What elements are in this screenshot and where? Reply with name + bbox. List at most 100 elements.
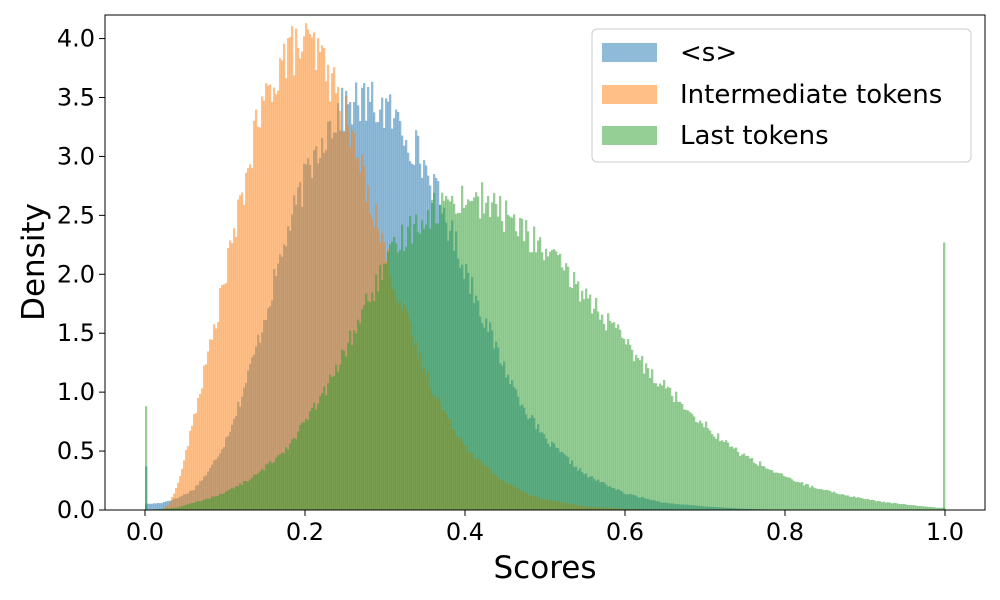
histogram-bar [665,388,668,510]
histogram-bar [499,196,502,510]
histogram-bar [201,388,204,510]
histogram-bar [875,501,878,510]
histogram-bar [201,500,204,510]
histogram-bar [511,217,514,510]
histogram-bar [565,263,568,510]
histogram-bar [913,505,916,510]
histogram-bar [305,23,308,510]
histogram-bar [213,324,216,510]
histogram-bar [207,351,210,510]
histogram-bar [479,218,482,510]
histogram-bar [783,476,786,510]
histogram-bar [453,203,456,511]
histogram-bar [711,434,714,510]
histogram-bar [461,185,464,510]
histogram-bar [483,213,486,510]
histogram-bar [905,504,908,510]
histogram-bar [567,266,570,510]
histogram-bar [347,126,350,511]
histogram-bar [409,216,412,510]
histogram-bar [621,337,624,510]
histogram-bar [577,281,580,510]
histogram-bar [211,339,214,510]
histogram-bar [343,132,346,511]
histogram-bar [351,129,354,510]
histogram-bar [155,503,158,510]
histogram-bar [239,483,242,510]
histogram-bar [229,240,232,510]
histogram-bar [237,199,240,511]
histogram-bar [451,196,454,511]
histogram-bar [149,503,152,510]
histogram-bar [163,508,166,510]
histogram-bar [401,224,404,511]
histogram-bar [841,494,844,510]
histogram-bar [927,506,930,510]
histogram-bar [607,313,610,510]
histogram-bar [489,216,492,511]
histogram-bar [669,387,672,510]
histogram-bar [269,461,272,510]
legend-swatch-s [602,43,657,62]
histogram-bar [487,195,490,510]
histogram-bar [689,412,692,510]
histogram-bar [185,449,188,510]
histogram-bar [167,505,170,510]
y-axis-ticks: 0.0 0.5 1.0 1.5 2.0 2.5 3.0 3.5 4.0 [57,25,105,524]
histogram-bar [393,237,396,510]
histogram-bar [529,252,532,511]
histogram-bar [217,495,220,510]
histogram-bar [799,482,802,510]
histogram-bar [717,433,720,510]
histogram-bar [407,226,410,510]
histogram-bar [181,506,184,510]
histogram-bar [169,508,172,510]
histogram-bar [827,490,830,510]
histogram-bar [373,301,376,510]
histogram-bar [791,479,794,510]
histogram-bar [225,491,228,510]
histogram-bar [239,195,242,510]
histogram-bar [921,506,924,510]
histogram-bar [323,47,326,510]
histogram-bar [177,482,180,510]
histogram-bar [333,67,336,510]
histogram-bar [463,207,466,510]
histogram-bar [773,472,776,510]
histogram-bar [555,251,558,510]
histogram-bar [569,287,572,510]
histogram-bar [277,90,280,511]
histogram-bar [281,60,284,511]
histogram-bar [819,489,822,510]
histogram-bar [899,503,902,510]
histogram-bar [775,472,778,510]
histogram-bar [291,26,294,510]
histogram-bar [171,496,174,510]
histogram-bar [465,204,468,511]
histogram-bar [517,236,520,510]
histogram-bar [303,36,306,510]
histogram-bar [857,497,860,510]
histogram-bar [679,401,682,510]
histogram-bar [645,363,648,510]
histogram-bar [249,164,252,510]
histogram-bar [721,440,724,510]
histogram-bar [379,264,382,510]
y-tick-label: 0.0 [57,496,95,524]
histogram-bar [619,329,622,510]
histogram-bar [237,486,240,510]
histogram-bar [917,506,920,510]
histogram-bar [765,468,768,510]
histogram-bar [277,455,280,510]
plot-frame [104,14,986,511]
histogram-bar [427,209,430,510]
histogram-bar [641,355,644,510]
histogram-bar [867,498,870,510]
y-tick-label: 4.0 [57,25,95,53]
histogram-bar [339,364,342,510]
histogram-bar [341,349,344,510]
histogram-bar [241,484,244,510]
histogram-bar [221,494,224,510]
histogram-bar [507,214,510,510]
